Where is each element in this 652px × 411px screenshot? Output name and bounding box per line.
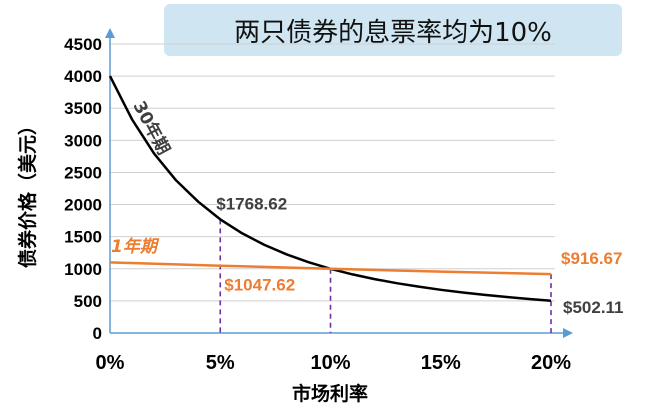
y-tick-label: 2500 (64, 163, 102, 182)
series-line-0 (108, 75, 552, 303)
x-tick-label: 5% (206, 352, 235, 374)
x-axis-arrow (563, 328, 573, 338)
x-axis-label: 市场利率 (292, 382, 368, 405)
data-label: $1047.62 (224, 276, 295, 295)
data-label: $1768.62 (216, 194, 287, 213)
y-tick-label: 500 (74, 292, 102, 311)
x-tick-label: 15% (421, 352, 461, 374)
y-axis-arrow (105, 28, 115, 38)
y-tick-label: 1000 (64, 260, 102, 279)
chart-title: 两只债券的息票率均为10% (234, 17, 552, 48)
y-tick-label: 3000 (64, 131, 102, 150)
x-tick-label: 20% (531, 352, 571, 374)
x-tick-label: 10% (310, 352, 350, 374)
data-label: $916.67 (561, 249, 622, 268)
series-label-1yr: 1年期 (111, 237, 160, 257)
series-line-1 (109, 261, 552, 276)
y-tick-label: 4000 (64, 67, 102, 86)
y-tick-label: 0 (93, 324, 102, 343)
y-tick-label: 4500 (64, 35, 102, 54)
y-tick-label: 1500 (64, 228, 102, 247)
x-tick-label: 0% (96, 352, 125, 374)
chart-title-box: 两只债券的息票率均为10% (164, 4, 622, 56)
y-tick-label: 2000 (64, 196, 102, 215)
series-label-30yr: 30年期 (129, 97, 175, 158)
y-axis-label: 债券价格（美元） (16, 116, 39, 268)
data-label: $502.11 (563, 298, 624, 317)
y-tick-label: 3500 (64, 99, 102, 118)
